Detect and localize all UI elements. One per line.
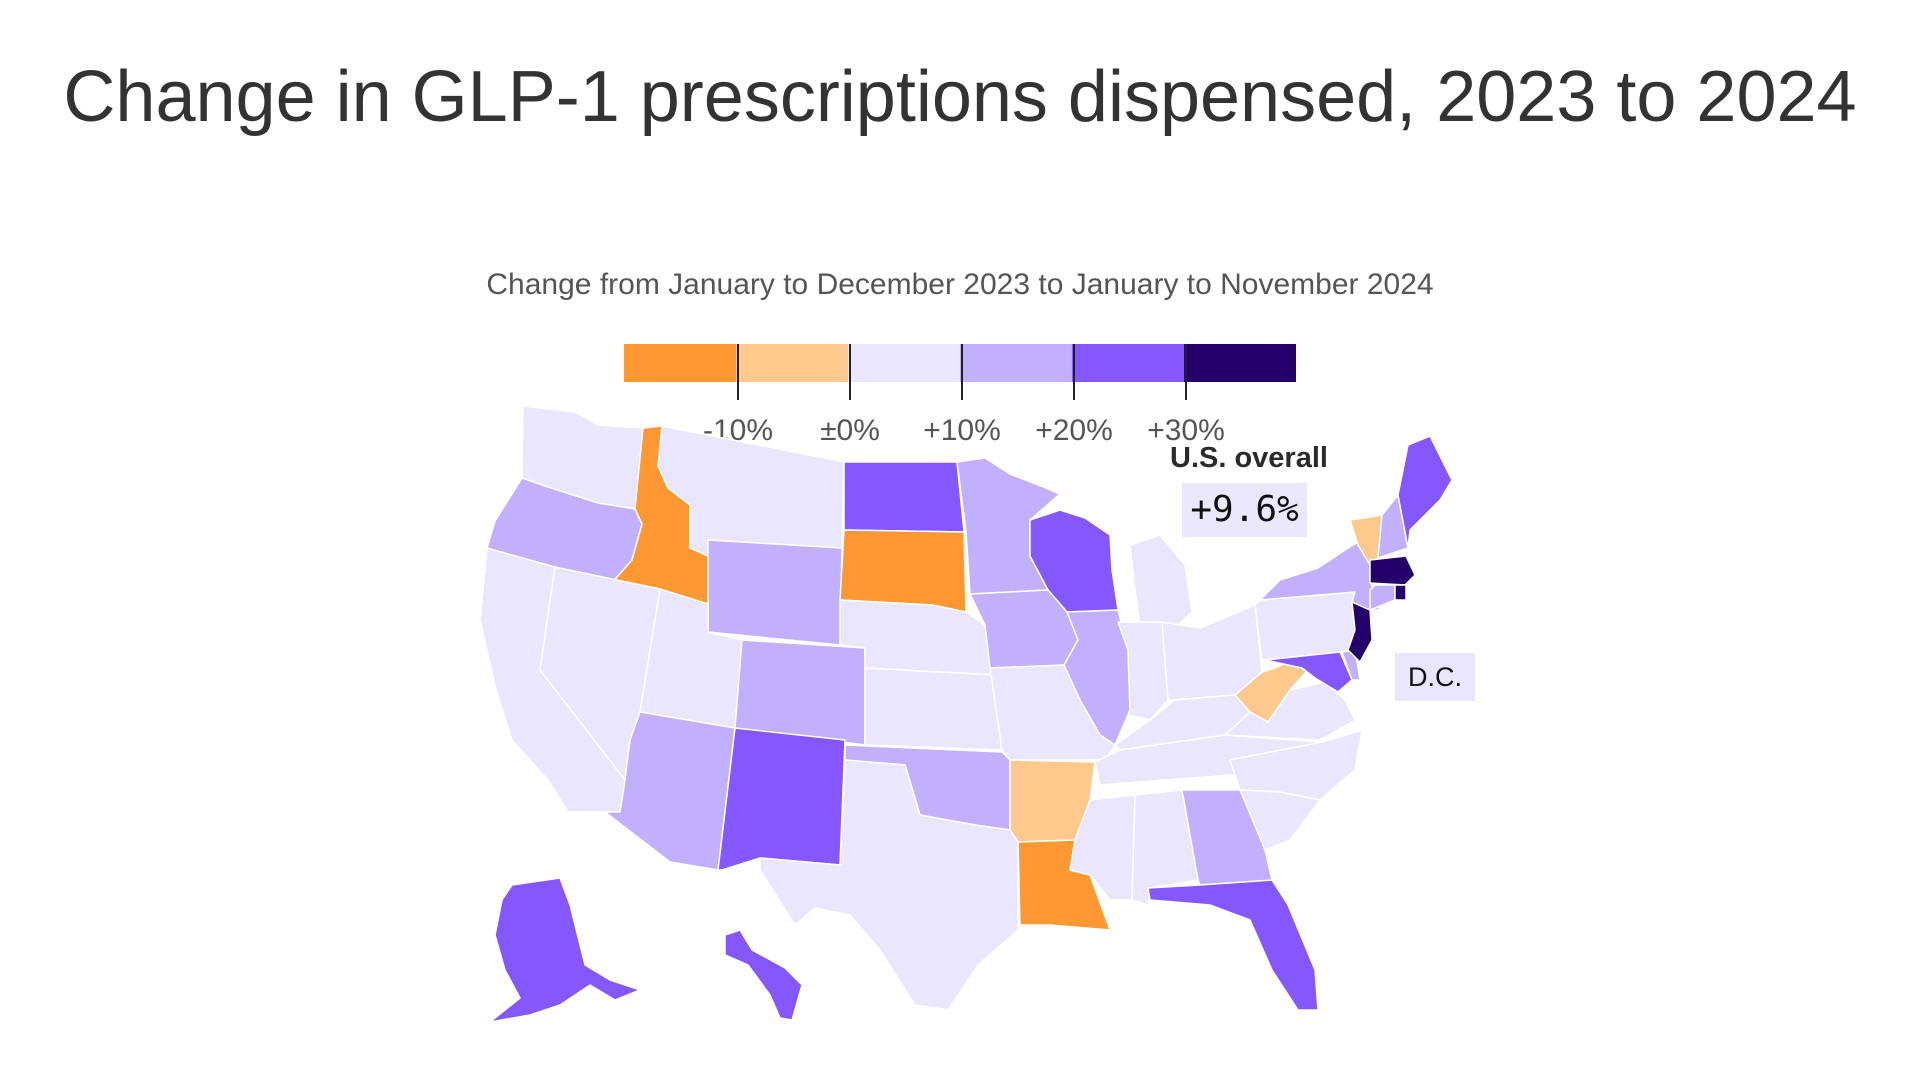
state-sd[interactable] <box>839 529 967 613</box>
legend-tick-1 <box>737 344 739 400</box>
state-md[interactable] <box>1264 651 1353 693</box>
legend-tick-5 <box>1185 344 1187 400</box>
state-fl[interactable] <box>1147 879 1319 1011</box>
state-wy[interactable] <box>707 539 843 646</box>
chart-title: Change in GLP-1 prescriptions dispensed,… <box>63 57 1857 137</box>
state-tx[interactable] <box>759 759 1019 1011</box>
dc-label: D.C. <box>1395 653 1475 701</box>
legend-swatch-6 <box>1184 344 1296 382</box>
legend-tick-label: +30% <box>1147 414 1225 447</box>
state-mt[interactable] <box>657 425 845 557</box>
legend-swatch-1 <box>624 344 736 382</box>
legend-tick-label: +10% <box>923 414 1001 447</box>
us-overall-label: U.S. overall <box>1170 442 1328 474</box>
legend-tick-3 <box>961 344 963 400</box>
state-ma[interactable] <box>1369 555 1416 586</box>
us-overall-value: +9.6% <box>1182 483 1307 537</box>
legend-tick-label: +20% <box>1035 414 1113 447</box>
state-co[interactable] <box>734 639 866 746</box>
state-ri[interactable] <box>1394 584 1407 601</box>
state-hi[interactable] <box>724 929 803 1021</box>
state-ks[interactable] <box>864 667 1003 751</box>
state-mi[interactable] <box>1129 534 1193 628</box>
legend-tick-2 <box>849 344 851 400</box>
state-nm[interactable] <box>717 727 846 871</box>
color-legend <box>624 344 1296 382</box>
legend-tick-4 <box>1073 344 1075 400</box>
legend-tick-label: ±0% <box>820 414 880 447</box>
legend-swatch-3 <box>848 344 960 382</box>
state-ak[interactable] <box>489 877 641 1023</box>
state-wi[interactable] <box>1029 509 1119 613</box>
state-nd[interactable] <box>843 461 965 533</box>
legend-swatch-2 <box>736 344 848 382</box>
legend-swatch-5 <box>1072 344 1184 382</box>
chart-subtitle: Change from January to December 2023 to … <box>486 268 1434 301</box>
state-me[interactable] <box>1397 435 1453 549</box>
legend-swatch-4 <box>960 344 1072 382</box>
state-ct[interactable] <box>1369 584 1396 611</box>
